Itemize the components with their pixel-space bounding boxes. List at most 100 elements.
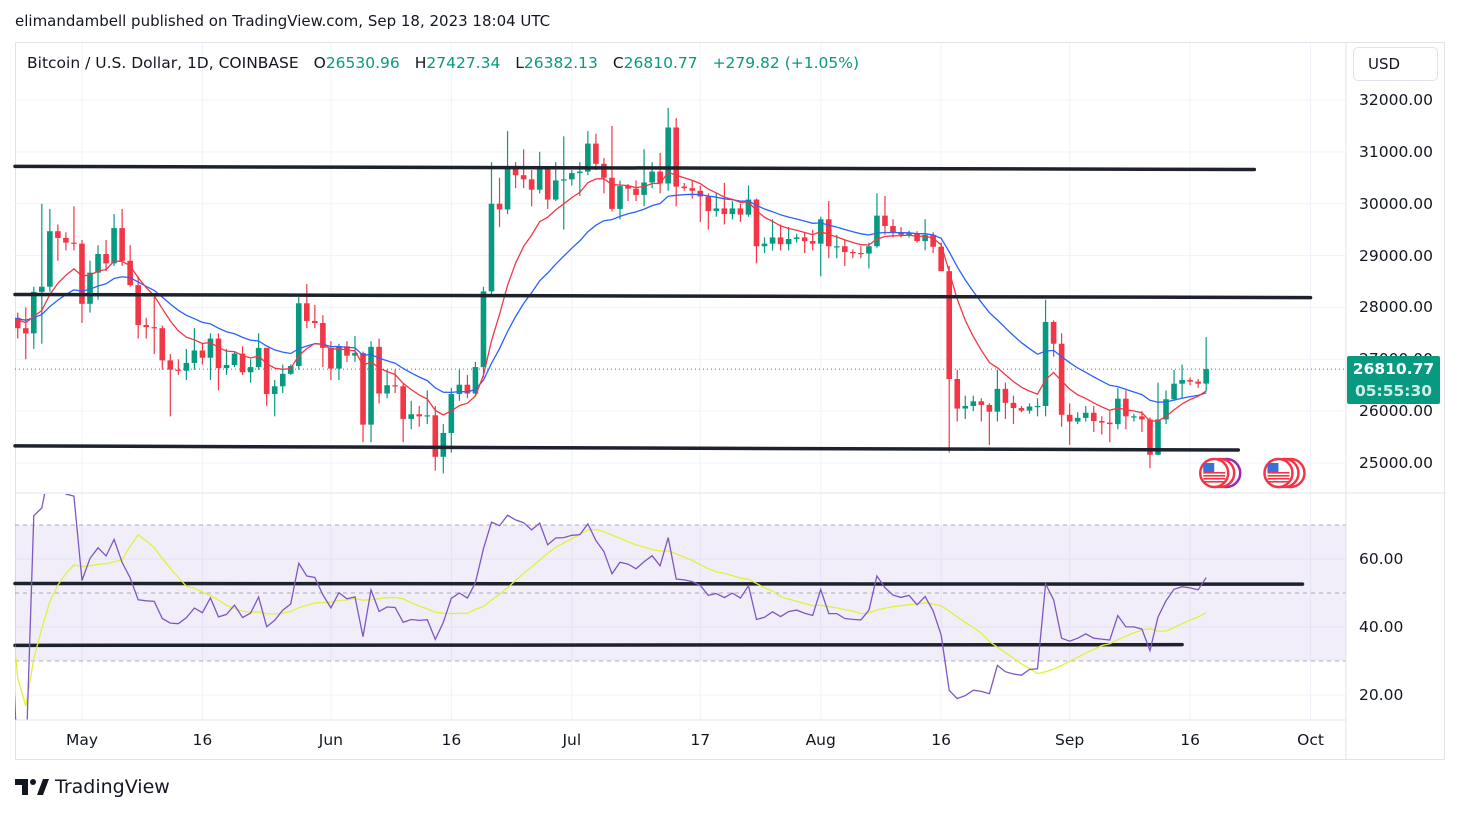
candle xyxy=(424,390,431,425)
candle xyxy=(239,346,246,375)
candle-body xyxy=(729,208,736,215)
candle xyxy=(793,233,800,243)
ma-slow-line xyxy=(15,193,1207,403)
candle xyxy=(769,219,776,251)
candle-body xyxy=(745,199,752,215)
us-flag-event-icon[interactable] xyxy=(1263,457,1306,489)
candle xyxy=(657,152,663,194)
symbol-name[interactable]: Bitcoin / U.S. Dollar, 1D, COINBASE xyxy=(27,54,299,72)
candle xyxy=(47,208,53,292)
candle-body xyxy=(368,346,374,425)
candle-body xyxy=(914,233,920,242)
candle-body xyxy=(649,171,655,183)
candle-body xyxy=(528,179,535,190)
candle xyxy=(1203,337,1209,392)
candle xyxy=(721,182,728,225)
candle-body xyxy=(978,401,985,405)
last-price-label: 26810.77 05:55:30 xyxy=(1347,356,1440,404)
candle-body xyxy=(986,404,993,412)
candle xyxy=(167,354,174,417)
candle-body xyxy=(946,271,953,380)
candle-body xyxy=(1187,380,1193,382)
candle xyxy=(536,151,543,194)
candle xyxy=(368,341,374,443)
us-flag-event-icon[interactable] xyxy=(1198,457,1242,489)
candle-body xyxy=(103,254,109,264)
tradingview-logo[interactable]: TradingView xyxy=(15,776,170,798)
candle xyxy=(7,313,13,349)
candle-body xyxy=(271,386,278,395)
candle-body xyxy=(263,347,270,395)
candle xyxy=(304,284,310,329)
candle-body xyxy=(1090,412,1097,422)
currency-button[interactable]: USD xyxy=(1353,47,1438,81)
candle-body xyxy=(882,215,888,227)
candle-body xyxy=(625,186,631,189)
time-tick-label: 16 xyxy=(192,731,213,749)
rsi-line xyxy=(15,494,1207,720)
candle xyxy=(962,395,969,419)
candle-body xyxy=(536,167,543,190)
candle xyxy=(320,315,326,368)
candle-body xyxy=(119,228,125,261)
candle xyxy=(504,131,511,215)
candle-body xyxy=(970,401,977,406)
trendlines[interactable] xyxy=(13,164,1313,648)
candle xyxy=(199,343,206,365)
candle xyxy=(231,351,238,368)
candle-body xyxy=(609,177,615,209)
candle xyxy=(456,369,463,401)
candle-body xyxy=(22,328,29,334)
candle-body xyxy=(63,237,69,243)
candle-body xyxy=(456,384,463,395)
rsi-trendline[interactable] xyxy=(13,642,1184,648)
price-tick-label: 26000.00 xyxy=(1359,402,1433,421)
candle xyxy=(488,162,495,295)
candle xyxy=(135,276,141,339)
candle xyxy=(1066,403,1073,445)
price-tick-label: 32000.00 xyxy=(1359,91,1433,109)
candle xyxy=(432,405,439,471)
candle xyxy=(1187,377,1193,386)
flag-canton xyxy=(1203,463,1215,472)
candle-body xyxy=(360,353,366,425)
flag-stripe xyxy=(1203,475,1226,477)
candle xyxy=(1171,369,1177,401)
candle-body xyxy=(167,360,174,370)
candle xyxy=(384,369,390,399)
price-trendline[interactable] xyxy=(13,444,1241,452)
flag-stripe xyxy=(1203,472,1226,474)
candle-body xyxy=(1203,369,1209,384)
candle-body xyxy=(954,379,961,409)
candle xyxy=(352,335,358,362)
candle xyxy=(103,240,109,272)
candle-body xyxy=(1050,321,1057,344)
candle-body xyxy=(769,237,776,244)
price-trendline[interactable] xyxy=(13,292,1313,300)
candle-body xyxy=(850,251,856,254)
candle-body xyxy=(1107,422,1113,425)
low-label: L xyxy=(515,54,524,72)
events[interactable] xyxy=(1198,457,1306,489)
candle-body xyxy=(713,208,720,211)
candle xyxy=(480,286,487,378)
candle-body xyxy=(544,167,551,200)
candle xyxy=(922,219,928,251)
candle-body xyxy=(673,127,679,187)
price-trendline[interactable] xyxy=(13,164,1257,172)
candle-body xyxy=(320,322,326,348)
candle-body xyxy=(199,350,206,358)
candle-body xyxy=(890,226,896,233)
candle xyxy=(560,136,567,230)
high-value: 27427.34 xyxy=(426,54,501,72)
footer-brand: TradingView xyxy=(55,776,170,798)
candle xyxy=(1082,405,1089,422)
rsi-trendline[interactable] xyxy=(13,581,1305,586)
tradingview-logo-icon xyxy=(15,779,49,795)
candle-body xyxy=(376,346,382,394)
time-tick-label: May xyxy=(65,731,98,749)
candle-body xyxy=(95,254,101,273)
ma-fast-line xyxy=(15,171,1207,422)
price-tick-label: 30000.00 xyxy=(1359,194,1433,213)
